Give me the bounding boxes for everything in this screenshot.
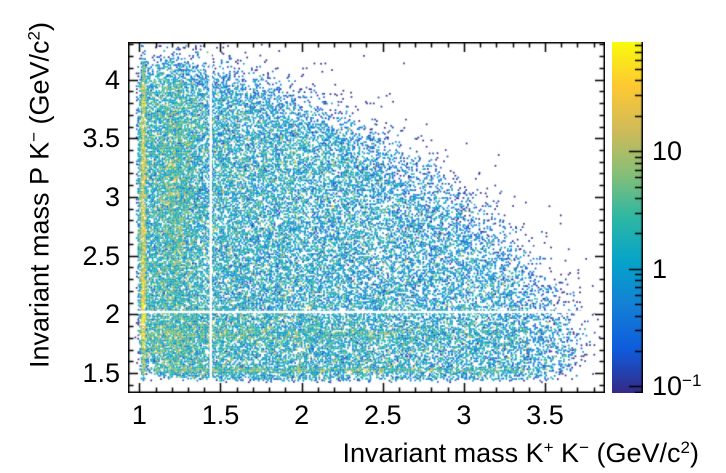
histogram-2d-plot-area [128,42,605,393]
y-axis-tick-label: 1.5 [82,358,120,389]
superscript: −1 [682,371,702,391]
y-axis-tick-label: 2 [104,299,120,330]
x-axis-title: Invariant mass K+ K− (GeV/c2) [343,438,699,469]
superscript: + [543,437,554,457]
text-segment: Invariant mass K [342,438,544,468]
x-axis-tick-label: 1 [131,400,147,430]
superscript: 2 [24,30,44,41]
x-axis-tick-label: 3.5 [526,400,564,430]
y-axis-tick-label: 2.5 [82,240,120,271]
superscript: 2 [680,437,690,457]
text-segment: (GeV/c [589,438,681,468]
text-segment: Invariant mass P K [24,141,55,369]
colorbar [612,42,643,393]
colorbar-tick-label: 1 [652,255,667,283]
text-segment: (GeV/c [24,40,55,132]
x-axis-tick-label: 2.5 [363,400,402,430]
x-axis-tick-label: 3 [456,400,472,430]
y-axis-tick-label: 4 [104,64,120,95]
text-segment: 1 [652,253,668,284]
x-axis-tick-label: 2 [294,400,310,430]
y-axis-title: Invariant mass P K− (GeV/c2) [24,21,56,369]
text-segment: ) [690,438,699,468]
text-segment: ) [24,21,55,31]
x-axis-tick-label: 1.5 [201,400,240,430]
text-segment: 10 [652,136,683,167]
colorbar-tick-label: 10−1 [652,371,702,404]
text-segment: K [553,438,580,468]
y-axis-tick-label: 3.5 [82,123,120,154]
superscript: − [24,131,44,142]
y-axis-tick-label: 3 [104,181,120,212]
text-segment: 10 [652,371,683,402]
colorbar-tick-label: 10 [652,137,682,165]
superscript: − [579,437,589,457]
